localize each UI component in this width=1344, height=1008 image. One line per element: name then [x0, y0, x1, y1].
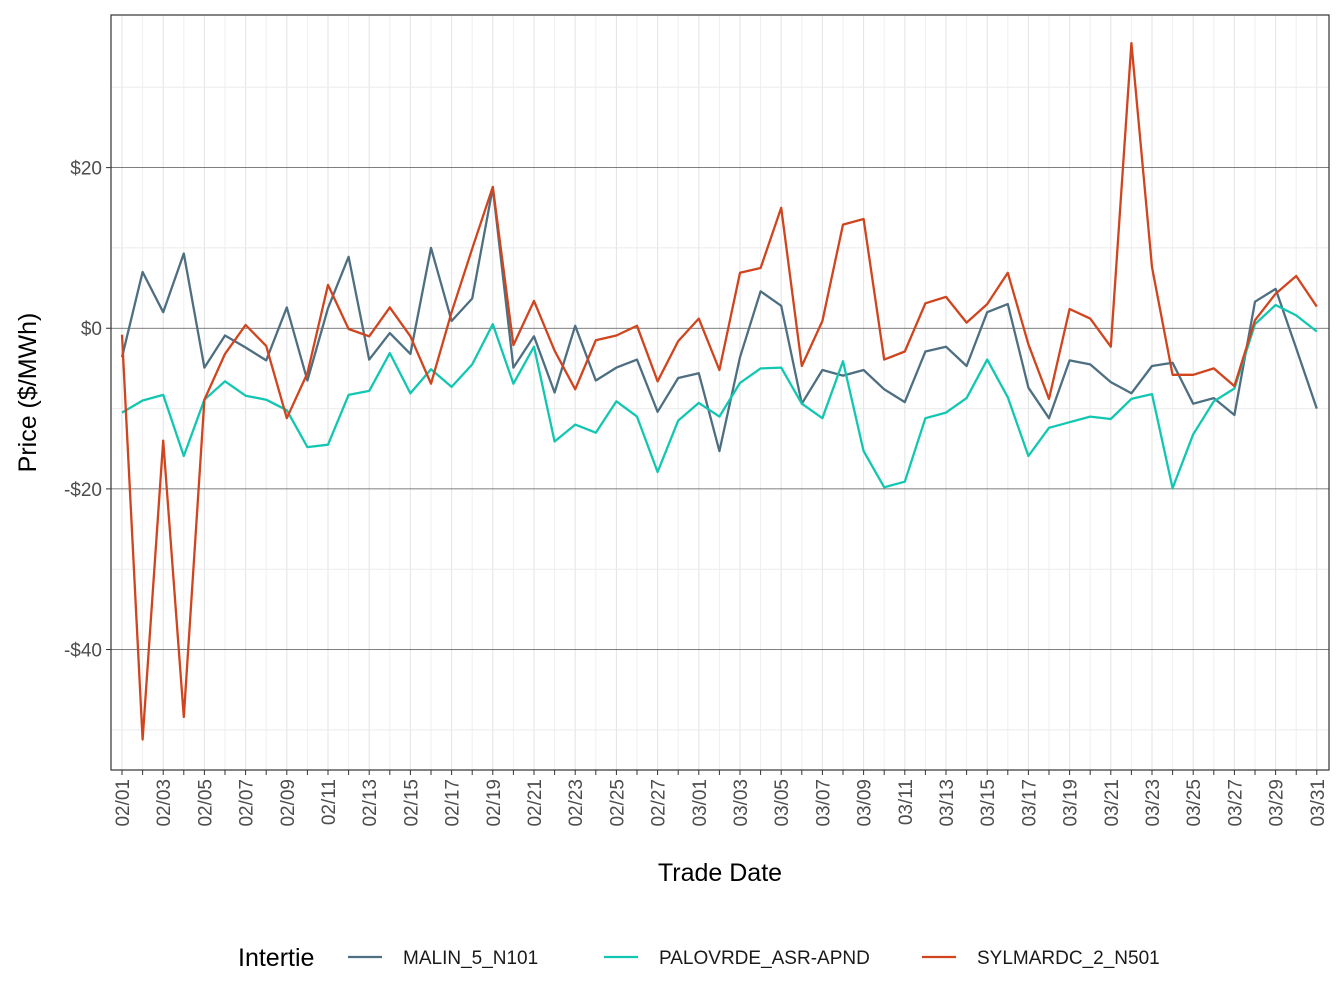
x-tick-label: 03/03 [731, 779, 752, 827]
x-tick-label: 03/07 [813, 779, 834, 827]
x-tick-label: 02/03 [154, 779, 175, 827]
x-tick-label: 03/09 [855, 779, 876, 827]
x-tick-label: 03/21 [1102, 779, 1123, 827]
x-tick-label: 03/19 [1061, 779, 1082, 827]
legend-label: MALIN_5_N101 [403, 948, 538, 969]
x-tick-label: 03/31 [1308, 779, 1329, 827]
x-tick-label: 02/15 [401, 779, 422, 827]
series-lines [120, 41, 1318, 741]
legend-title: Intertie [238, 944, 314, 972]
x-tick-label: 03/01 [690, 779, 711, 827]
series-line-sylmardc-2-n501 [120, 41, 1318, 741]
y-axis: $20 $0 -$20 -$40 [64, 159, 111, 662]
x-tick-label: 02/01 [113, 779, 134, 827]
x-tick-label: 03/25 [1184, 779, 1205, 827]
x-axis: 02/01 02/03 02/05 02/07 02/09 02/11 02/13 02/15… [113, 770, 1329, 827]
y-axis-title: Price ($/MWh) [14, 313, 42, 473]
x-tick-label: 03/27 [1225, 779, 1246, 827]
legend-label: SYLMARDC_2_N501 [977, 948, 1160, 969]
x-tick-label: 03/29 [1267, 779, 1288, 827]
x-axis-title: Trade Date [658, 859, 782, 887]
x-tick-label: 02/13 [360, 779, 381, 827]
x-tick-label: 02/23 [566, 779, 587, 827]
major-gridlines [111, 167, 1329, 650]
x-tick-label: 03/17 [1019, 779, 1040, 827]
x-tick-label: 02/11 [319, 779, 340, 825]
x-tick-label: 02/19 [484, 779, 505, 827]
x-tick-label: 03/15 [978, 779, 999, 827]
legend: Intertie MALIN_5_N101 PALOVRDE_ASR-APND SY… [238, 944, 1160, 972]
legend-label: PALOVRDE_ASR-APND [659, 948, 870, 969]
y-tick-label: -$40 [64, 641, 102, 662]
series-line-malin-5-n101 [120, 186, 1318, 453]
minor-gridlines [111, 15, 1329, 770]
x-tick-label: 03/13 [937, 779, 958, 827]
x-tick-label: 02/07 [237, 779, 258, 827]
x-tick-label: 02/21 [525, 779, 546, 827]
x-tick-label: 03/05 [772, 779, 793, 827]
x-tick-label: 03/23 [1143, 779, 1164, 827]
x-tick-label: 02/17 [443, 779, 464, 827]
x-tick-label: 02/05 [195, 779, 216, 827]
y-tick-label: $20 [70, 159, 102, 180]
x-tick-label: 02/09 [278, 779, 299, 827]
y-tick-label: -$20 [64, 480, 102, 501]
x-tick-label: 02/27 [649, 779, 670, 827]
y-tick-label: $0 [81, 319, 102, 340]
panel-border [110, 14, 1330, 771]
x-tick-label: 03/11 [896, 779, 917, 825]
series-line-palovrde-asr-apnd [121, 303, 1318, 490]
x-tick-label: 02/25 [607, 779, 628, 827]
